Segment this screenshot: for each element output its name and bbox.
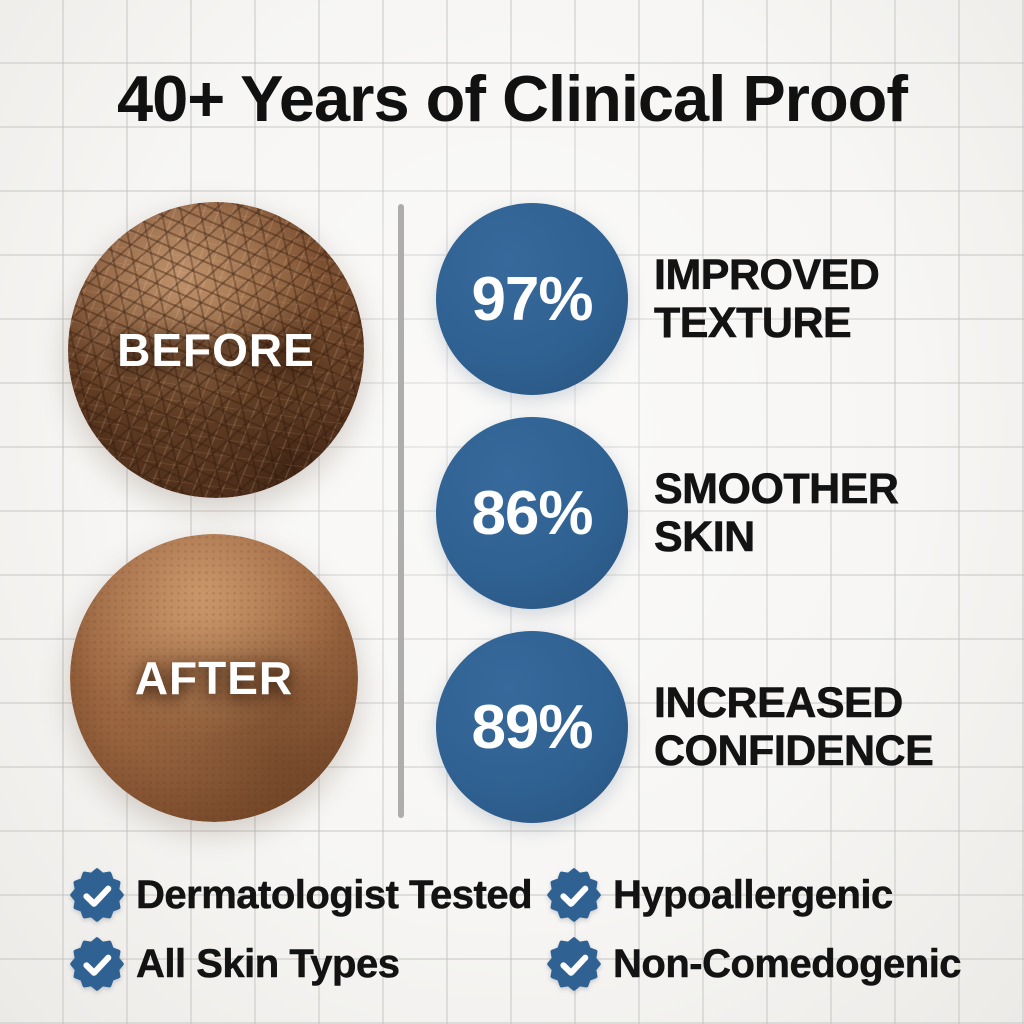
stat-label: INCREASED CONFIDENCE — [654, 678, 934, 776]
stat-smoother-skin: 86% SMOOTHER SKIN — [436, 417, 966, 609]
after-label: AFTER — [134, 652, 294, 704]
badge-all-skin-types: All Skin Types — [70, 937, 400, 991]
smooth-skin-texture-image — [70, 534, 358, 822]
verified-check-icon — [547, 937, 601, 991]
badge-dermatologist-tested: Dermatologist Tested — [70, 868, 533, 922]
stat-increased-confidence: 89% INCREASED CONFIDENCE — [436, 631, 966, 823]
stat-circle: 86% — [436, 417, 628, 609]
stat-value: 97% — [471, 264, 593, 334]
stat-label: SMOOTHER SKIN — [654, 464, 900, 562]
before-label: BEFORE — [117, 324, 315, 376]
before-photo: BEFORE — [68, 202, 364, 498]
stat-label: IMPROVED TEXTURE — [654, 250, 880, 348]
badge-non-comedogenic: Non-Comedogenic — [547, 937, 962, 991]
stat-improved-texture: 97% IMPROVED TEXTURE — [436, 203, 966, 395]
badge-label: Non-Comedogenic — [613, 941, 962, 986]
badge-label: Hypoallergenic — [613, 872, 894, 917]
stat-value: 89% — [471, 692, 593, 762]
verified-check-icon — [70, 937, 124, 991]
badge-label: All Skin Types — [136, 941, 400, 986]
verified-check-icon — [70, 868, 124, 922]
badge-label: Dermatologist Tested — [136, 872, 533, 917]
stat-value: 86% — [471, 478, 593, 548]
after-photo: AFTER — [70, 534, 358, 822]
page-title: 40+ Years of Clinical Proof — [116, 62, 908, 135]
vertical-divider — [398, 204, 404, 818]
stat-circle: 97% — [436, 203, 628, 395]
verified-check-icon — [547, 868, 601, 922]
rough-skin-texture-image — [68, 202, 364, 498]
badge-hypoallergenic: Hypoallergenic — [547, 868, 894, 922]
stat-circle: 89% — [436, 631, 628, 823]
